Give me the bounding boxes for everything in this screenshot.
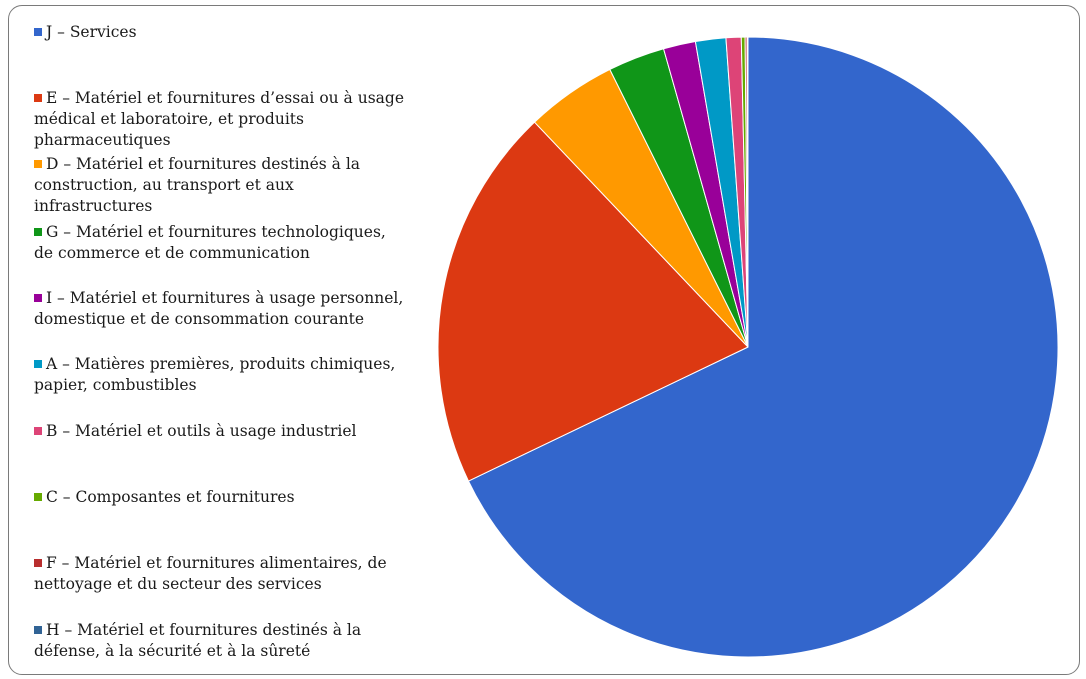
pie-slice-9 xyxy=(746,36,749,348)
legend-label-i: I – Matériel et fournitures à usage pers… xyxy=(34,289,404,328)
legend-swatch-g xyxy=(34,228,42,236)
legend-item-c: C – Composantes et fournitures xyxy=(34,487,404,508)
legend-swatch-d xyxy=(34,160,42,168)
legend-swatch-j xyxy=(34,28,42,36)
legend-swatch-f xyxy=(34,559,42,567)
legend-label-h: H – Matériel et fournitures destinés à l… xyxy=(34,621,362,660)
pie-slice-0 xyxy=(467,36,1059,658)
legend-item-a: A – Matières premières, produits chimiqu… xyxy=(34,354,404,396)
pie-slice-1 xyxy=(437,121,749,482)
legend: J – Services E – Matériel et fournitures… xyxy=(0,0,430,679)
legend-swatch-i xyxy=(34,294,42,302)
legend-item-b: B – Matériel et outils à usage industrie… xyxy=(34,421,404,442)
legend-swatch-b xyxy=(34,427,42,435)
legend-label-j: J – Services xyxy=(46,23,137,41)
legend-swatch-h xyxy=(34,626,42,634)
legend-item-e: E – Matériel et fournitures d’essai ou à… xyxy=(34,88,404,151)
legend-swatch-c xyxy=(34,493,42,501)
legend-item-d: D – Matériel et fournitures destinés à l… xyxy=(34,154,404,217)
legend-item-i: I – Matériel et fournitures à usage pers… xyxy=(34,288,404,330)
legend-label-f: F – Matériel et fournitures alimentaires… xyxy=(34,554,387,593)
legend-item-g: G – Matériel et fournitures technologiqu… xyxy=(34,222,404,264)
legend-label-g: G – Matériel et fournitures technologiqu… xyxy=(34,223,386,262)
legend-label-e: E – Matériel et fournitures d’essai ou à… xyxy=(34,89,404,149)
legend-swatch-e xyxy=(34,94,42,102)
legend-item-j: J – Services xyxy=(34,22,404,43)
legend-label-d: D – Matériel et fournitures destinés à l… xyxy=(34,155,361,215)
legend-swatch-a xyxy=(34,360,42,368)
legend-item-f: F – Matériel et fournitures alimentaires… xyxy=(34,553,404,595)
legend-label-b: B – Matériel et outils à usage industrie… xyxy=(46,422,357,440)
legend-label-a: A – Matières premières, produits chimiqu… xyxy=(34,355,396,394)
legend-item-h: H – Matériel et fournitures destinés à l… xyxy=(34,620,404,662)
pie-slices xyxy=(437,36,1059,658)
legend-label-c: C – Composantes et fournitures xyxy=(46,488,295,506)
